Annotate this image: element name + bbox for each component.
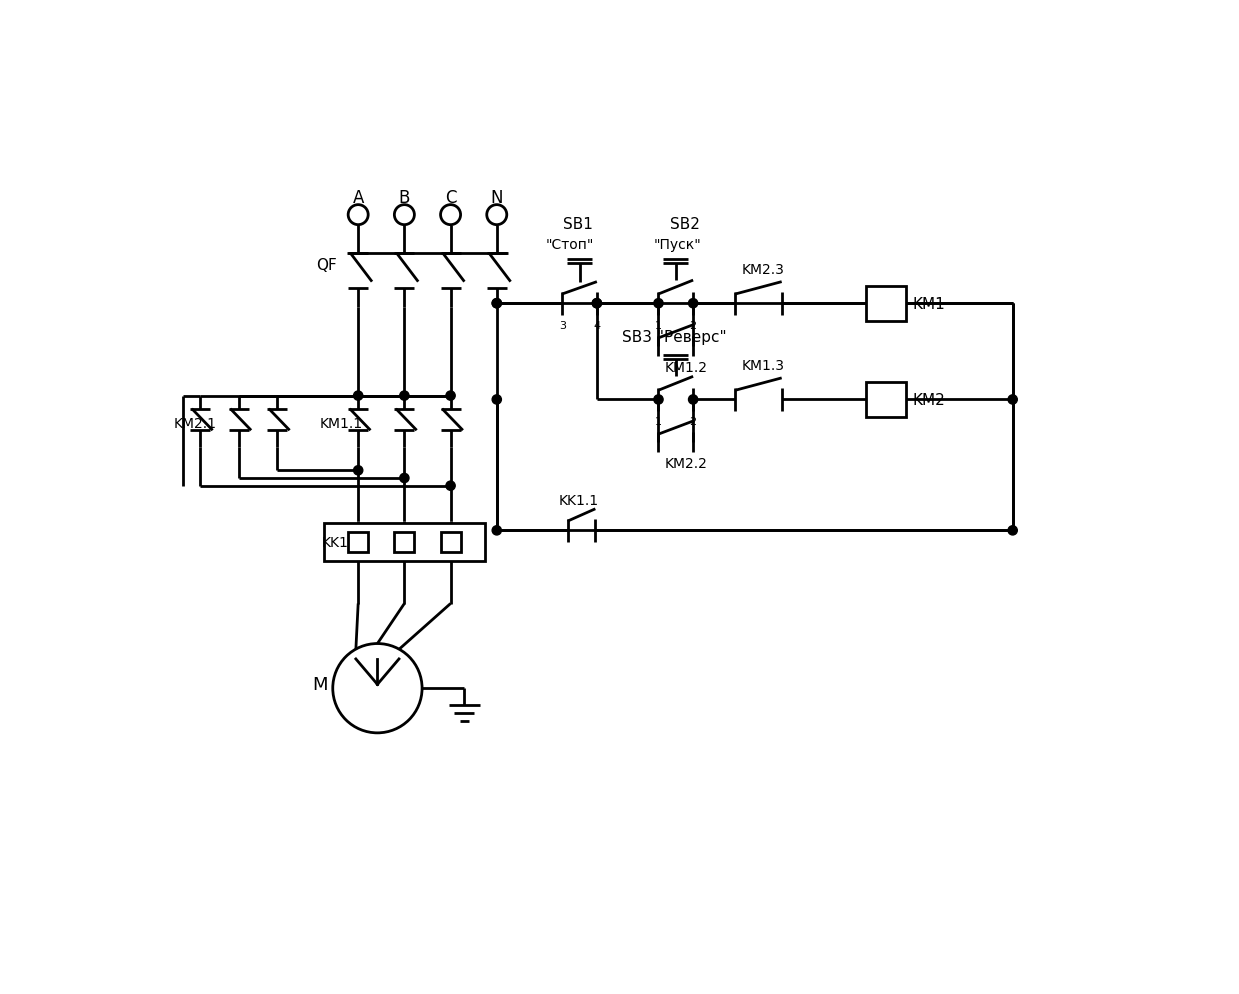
Text: N: N <box>491 189 503 207</box>
Circle shape <box>689 299 698 308</box>
Circle shape <box>400 392 409 401</box>
Circle shape <box>592 299 601 308</box>
Text: KМ1: KМ1 <box>913 296 945 311</box>
Text: KM2.3: KM2.3 <box>742 262 784 276</box>
Circle shape <box>492 396 502 405</box>
Circle shape <box>654 299 663 308</box>
Text: SB1: SB1 <box>563 217 592 233</box>
Text: KK1.1: KK1.1 <box>559 493 598 507</box>
Bar <box>866 383 907 417</box>
Text: 2: 2 <box>690 416 696 426</box>
Text: A: A <box>352 189 364 207</box>
Text: KK1: KK1 <box>321 536 348 550</box>
Circle shape <box>654 396 663 405</box>
Circle shape <box>353 392 363 401</box>
Text: 3: 3 <box>559 320 566 330</box>
Text: SB2: SB2 <box>670 217 700 233</box>
Text: QF: QF <box>316 257 337 273</box>
Bar <box>323 523 486 562</box>
Circle shape <box>592 299 601 308</box>
Circle shape <box>353 466 363 475</box>
Text: B: B <box>399 189 410 207</box>
Circle shape <box>492 299 502 308</box>
Text: C: C <box>445 189 456 207</box>
Text: "Стоп": "Стоп" <box>545 238 595 251</box>
Circle shape <box>1009 526 1017 536</box>
Text: 2: 2 <box>690 320 696 330</box>
Text: "Пуск": "Пуск" <box>654 238 701 251</box>
Text: 1: 1 <box>655 416 662 426</box>
Text: KM2.1: KM2.1 <box>173 416 217 430</box>
Circle shape <box>492 526 502 536</box>
Bar <box>394 533 414 553</box>
Circle shape <box>400 474 409 483</box>
Bar <box>441 533 461 553</box>
Text: KМ2: KМ2 <box>913 393 945 408</box>
Bar <box>348 533 368 553</box>
Circle shape <box>689 396 698 405</box>
Text: 4: 4 <box>593 320 601 330</box>
Circle shape <box>446 481 455 491</box>
Text: 1: 1 <box>655 320 662 330</box>
Text: SB3 "Реверс": SB3 "Реверс" <box>622 329 726 345</box>
Text: KМ1.2: KМ1.2 <box>664 361 707 375</box>
Text: KМ2.2: KМ2.2 <box>664 457 707 471</box>
Circle shape <box>1009 396 1017 405</box>
Circle shape <box>446 392 455 401</box>
Bar <box>866 286 907 321</box>
Text: KM1.1: KM1.1 <box>320 416 363 430</box>
Text: KM1.3: KM1.3 <box>742 359 784 373</box>
Text: M: M <box>312 676 327 694</box>
Circle shape <box>492 299 502 308</box>
